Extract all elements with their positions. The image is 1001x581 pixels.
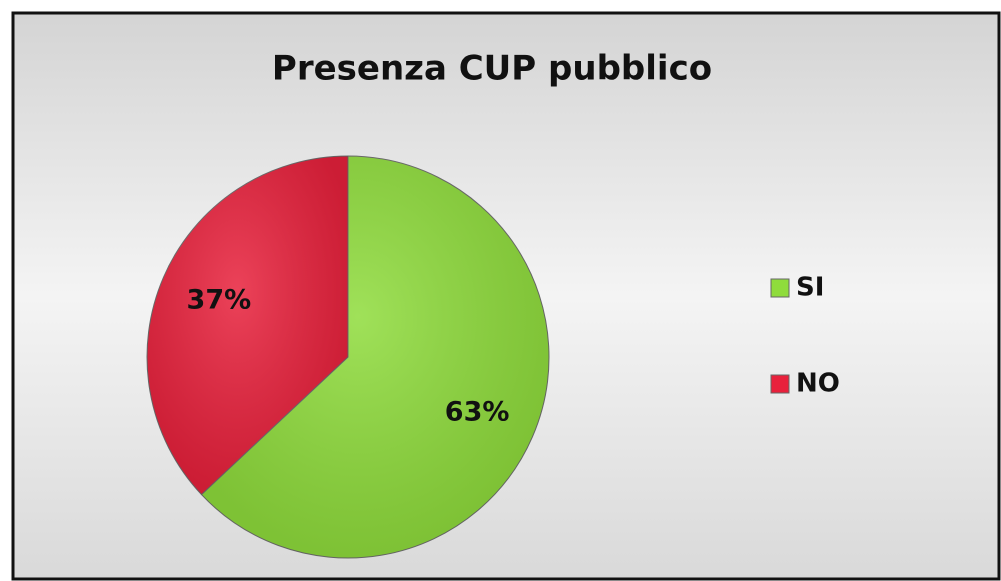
- legend-swatch: [770, 374, 790, 394]
- slice-shade: [201, 156, 550, 558]
- legend-label: NO: [796, 369, 840, 399]
- data-label: 63%: [445, 396, 510, 427]
- legend-swatch: [770, 278, 790, 298]
- chart-title: Presenza CUP pubblico: [272, 49, 712, 89]
- legend-label: SI: [796, 273, 824, 303]
- data-label: 37%: [187, 285, 252, 316]
- slice-shade: [147, 156, 348, 495]
